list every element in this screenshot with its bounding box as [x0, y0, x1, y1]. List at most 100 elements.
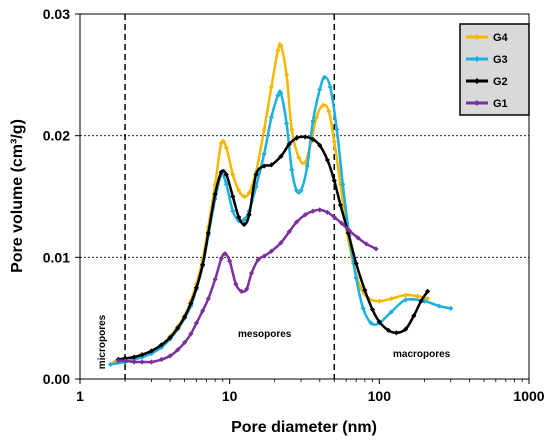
series-g3-point-33 [327, 84, 333, 90]
series-g1-point-10 [193, 320, 200, 326]
series-g4-point-33 [331, 139, 337, 145]
series-g1-point-6 [167, 353, 173, 359]
series-g3 [107, 74, 454, 367]
series-g1-point-35 [363, 241, 370, 247]
series-g3-point-29 [304, 163, 310, 169]
series-g4-point-42 [414, 293, 421, 299]
series-g1-point-1 [122, 358, 128, 364]
series-g2-point-31 [337, 202, 344, 208]
series-g1-point-15 [222, 251, 228, 257]
legend-marker-g2 [474, 78, 480, 84]
y-tick-label-1: 0.01 [43, 249, 70, 265]
series-g4-point-39 [376, 298, 382, 304]
series-g2-point-13 [212, 191, 218, 197]
series-g2-point-24 [286, 141, 292, 147]
series-g3-point-42 [403, 297, 409, 303]
series-g3-point-34 [334, 126, 340, 133]
series-g1-point-33 [346, 227, 352, 234]
series-g3-point-37 [353, 275, 359, 281]
series-g4-point-24 [278, 43, 284, 49]
series-g4 [111, 42, 431, 365]
series-g3-point-44 [436, 303, 442, 309]
series-g2-point-38 [393, 330, 399, 336]
series-g1-point-16 [227, 258, 233, 264]
x-axis-title: Pore diameter (nm) [231, 419, 377, 436]
series-g2-point-36 [376, 319, 382, 325]
series-g4-point-32 [326, 108, 332, 114]
series-g4-point-16 [230, 172, 236, 178]
legend-label-g2: G2 [493, 76, 508, 88]
series-g1-point-34 [355, 235, 361, 241]
series-g3-point-27 [293, 187, 300, 194]
legend-label-g4: G4 [493, 32, 509, 44]
series-g3-point-45 [448, 305, 454, 312]
series-g1-point-5 [158, 356, 165, 363]
series-g2-point-37 [385, 327, 392, 333]
series-g2-point-20 [253, 172, 259, 178]
series-g3-point-43 [421, 298, 427, 304]
series-g3-point-38 [360, 305, 366, 312]
series-g2-point-35 [369, 307, 376, 313]
legend: G4 G3 G2 G1 [459, 23, 530, 116]
series-g3-point-18 [241, 217, 247, 223]
series-g2-point-33 [353, 260, 359, 267]
series-g3-point-0 [107, 361, 114, 367]
series-g2-point-22 [268, 162, 274, 168]
series-g1-point-2 [131, 359, 137, 365]
series-g4-point-25 [283, 72, 290, 78]
series-g1-point-26 [293, 219, 300, 225]
series-g2-line [117, 135, 429, 361]
series-g2-point-12 [205, 230, 211, 236]
series-g2-point-19 [246, 212, 252, 218]
series-g4-line [114, 42, 428, 364]
series-g1-point-8 [182, 339, 188, 346]
annotation-layer: micropores mesopores macropores [97, 314, 451, 369]
series-g1-point-36 [373, 246, 379, 252]
series-g2-point-2 [131, 354, 137, 360]
series-g1-point-24 [278, 240, 284, 246]
tick-layer: 1 10 100 1000 0.00 0.01 0.02 0.03 [43, 6, 545, 404]
series-g1-point-4 [148, 359, 155, 365]
series-g1-point-28 [310, 208, 316, 214]
series-g4-point-43 [424, 296, 431, 302]
series-g1-point-19 [244, 286, 250, 292]
series-g2-point-42 [424, 288, 431, 294]
series-g2-point-21 [261, 163, 267, 169]
series-g1-point-0 [115, 358, 121, 364]
series-g2-point-18 [241, 221, 247, 228]
series-g3-point-41 [388, 309, 394, 315]
series-g4-point-23 [275, 47, 281, 54]
series-g2-point-14 [218, 169, 224, 175]
x-tick-label-2: 100 [368, 388, 392, 404]
series-g1-point-25 [286, 229, 292, 235]
series-g2-point-25 [293, 135, 300, 141]
x-tick-label-0: 1 [76, 388, 84, 404]
series-g3-point-35 [340, 181, 346, 187]
series-g4-point-28 [302, 159, 308, 166]
series-g1-point-30 [324, 209, 331, 215]
series-g4-point-41 [403, 292, 409, 298]
series-g2-point-9 [188, 300, 194, 307]
series-g2-point-3 [139, 352, 145, 358]
series-g3-point-30 [310, 118, 316, 124]
series-g1-point-17 [233, 281, 239, 287]
series-g4-point-18 [241, 193, 247, 200]
region-boundary-lines [124, 14, 336, 379]
series-g4-point-15 [223, 145, 229, 151]
series-g3-line [110, 75, 451, 366]
series-g3-point-39 [368, 320, 374, 326]
series-g2 [115, 134, 431, 363]
series-layer [107, 42, 454, 367]
series-g2-point-39 [403, 326, 409, 332]
series-g1-point-12 [205, 296, 211, 302]
series-g2-point-27 [310, 136, 316, 142]
series-g4-point-27 [296, 154, 302, 161]
grid-layer [80, 135, 529, 258]
series-g3-point-32 [321, 74, 328, 80]
y-tick-label-2: 0.02 [43, 128, 70, 144]
series-g4-point-14 [218, 140, 224, 146]
series-g3-point-26 [289, 167, 295, 173]
legend-marker-g1 [474, 100, 480, 106]
series-g4-point-22 [268, 84, 274, 90]
